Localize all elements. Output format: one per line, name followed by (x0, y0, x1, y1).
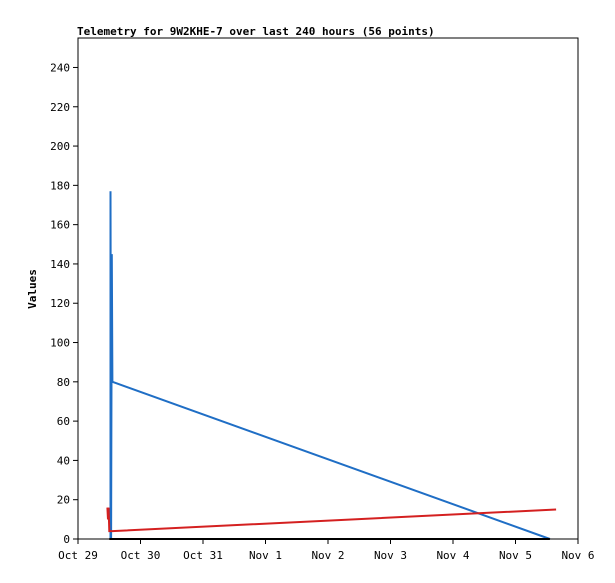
y-tick-label: 20 (57, 494, 70, 507)
y-tick-label: 180 (50, 179, 70, 192)
y-tick-label: 140 (50, 258, 70, 271)
x-tick-label: Nov 2 (311, 549, 344, 562)
x-tick-label: Nov 3 (374, 549, 407, 562)
x-tick-label: Nov 1 (249, 549, 282, 562)
series-layer (106, 191, 557, 540)
y-tick-label: 200 (50, 140, 70, 153)
y-tick-label: 60 (57, 415, 70, 428)
y-tick-label: 120 (50, 297, 70, 310)
y-tick-label: 240 (50, 61, 70, 74)
x-axis: Oct 29 Oct 30 Oct 31 Nov 1 Nov 2 Nov 3 Nov 4 No… (58, 539, 595, 562)
y-tick-label: 220 (50, 101, 70, 114)
x-tick-label: Oct 29 (58, 549, 98, 562)
x-tick-label: Nov 6 (561, 549, 594, 562)
y-tick-label: 100 (50, 337, 70, 350)
x-tick-label: Nov 5 (499, 549, 532, 562)
plot-area (77, 37, 579, 540)
series-line-2 (106, 507, 557, 533)
chart-title: Telemetry for 9W2KHE-7 over last 240 hou… (77, 25, 435, 38)
series-line-1 (109, 191, 551, 540)
y-tick-label: 160 (50, 219, 70, 232)
x-tick-label: Oct 30 (121, 549, 161, 562)
y-axis-label: Values (26, 269, 39, 309)
x-tick-label: Nov 4 (436, 549, 469, 562)
y-axis: 0 20 40 60 80 100 120 140 160 180 200 220 240 (50, 61, 78, 546)
y-tick-label: 40 (57, 454, 70, 467)
x-tick-label: Oct 31 (183, 549, 223, 562)
y-tick-label: 0 (63, 533, 70, 546)
y-tick-label: 80 (57, 376, 70, 389)
